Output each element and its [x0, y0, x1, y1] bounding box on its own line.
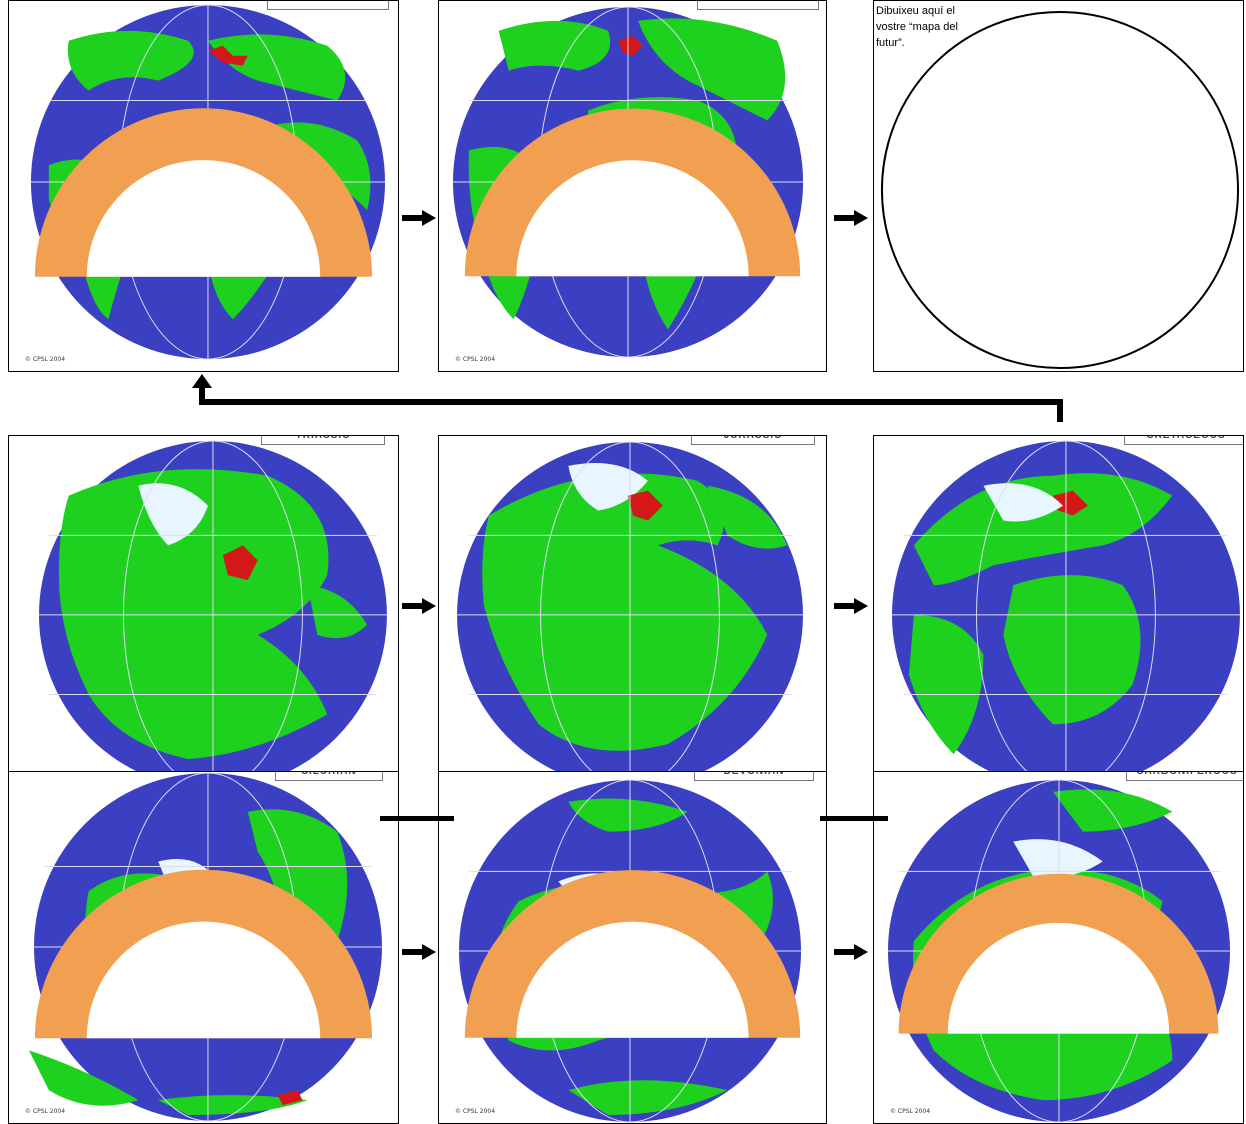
arrow-right-icon [834, 210, 868, 226]
arrow-right-icon [402, 944, 436, 960]
globe-panel-bot-mid: DEVONIAN © CPSL 2004 [438, 771, 827, 1124]
era-label: TRIASSIC [261, 436, 385, 445]
arrow-right-icon [834, 944, 868, 960]
logo-icon [464, 870, 801, 1038]
logo-icon [34, 108, 373, 277]
row-connector-line [380, 816, 454, 821]
era-label: JURASSIC [691, 436, 815, 445]
copyright-credit: © CPSL 2004 [25, 356, 66, 363]
era-label: CRETACEOUS [1124, 436, 1243, 445]
era-label: SILURIAN [275, 772, 383, 781]
arrow-right-icon [402, 210, 436, 226]
arrow-right-icon [834, 598, 868, 614]
globe-panel-mid-left: TRIASSIC [8, 435, 399, 772]
future-map-instruction: Dibuixeu aquí el vostre “mapa del futur”… [876, 5, 958, 49]
cycle-connector-arrow [192, 374, 1063, 422]
globe-panel-bot-right: CARBONIFEROUS © CPSL 2004 [873, 771, 1244, 1124]
era-label: CARBONIFEROUS [1126, 772, 1243, 781]
era-label [267, 1, 389, 10]
logo-icon [898, 873, 1219, 1034]
logo-icon [464, 108, 801, 277]
row-connector-line [820, 816, 888, 821]
future-map-panel[interactable]: Dibuixeu aquí el vostre “mapa del futur”… [873, 0, 1244, 372]
logo-icon [34, 869, 373, 1039]
empty-globe-outline [880, 10, 1240, 370]
globe-panel-bot-left: SILURIAN © CPSL 2004 [8, 771, 399, 1124]
era-label [697, 1, 819, 10]
copyright-credit: © CPSL 2004 [890, 1108, 931, 1115]
globe-map [38, 440, 387, 771]
era-label: DEVONIAN [694, 772, 814, 781]
globe-panel-top-mid: © CPSL 2004 [438, 0, 827, 372]
globe-map [457, 441, 803, 771]
arrow-right-icon [402, 598, 436, 614]
globe-panel-mid-mid: JURASSIC [438, 435, 827, 772]
globe-panel-top-left: © CPSL 2004 [8, 0, 399, 372]
copyright-credit: © CPSL 2004 [455, 356, 496, 363]
globe-panel-mid-right: CRETACEOUS [873, 435, 1244, 772]
copyright-credit: © CPSL 2004 [25, 1108, 66, 1115]
globe-map [891, 440, 1240, 771]
copyright-credit: © CPSL 2004 [455, 1108, 496, 1115]
